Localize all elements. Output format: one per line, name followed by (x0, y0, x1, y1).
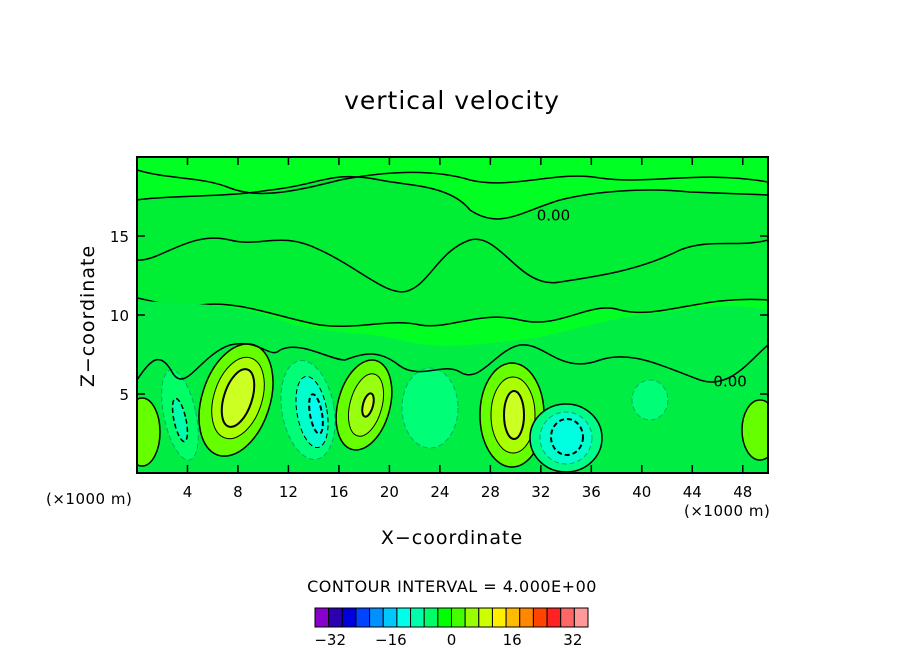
downdraft-contour (550, 418, 584, 456)
x-tick-label: 24 (430, 483, 449, 501)
updraft-contour (220, 368, 256, 428)
zero-contour (137, 169, 768, 195)
downdraft-contour (308, 393, 324, 435)
colorbar-swatch (314, 607, 330, 628)
colorbar-swatch (410, 607, 425, 628)
colorbar-swatch (464, 607, 480, 628)
x-tick-label: 32 (531, 483, 550, 501)
colorbar-swatch (505, 607, 521, 628)
x-axis-ticks: 4 8 12 16 20 24 28 32 36 40 44 48 (183, 157, 752, 501)
colorbar-tick-label: −16 (375, 631, 407, 649)
colorbar-swatch (573, 607, 589, 628)
y-unit-label: (×1000 m) (46, 490, 133, 508)
colorbar-swatch (341, 607, 357, 628)
y-tick-label: 15 (110, 228, 129, 246)
y-tick-label: 5 (119, 386, 129, 404)
x-tick-label: 12 (279, 483, 298, 501)
x-tick-label: 4 (183, 483, 193, 501)
contour-region (137, 175, 768, 328)
x-tick-label: 16 (329, 483, 348, 501)
colorbar-tick-label: −32 (314, 631, 346, 649)
colorbar-tick-label: 0 (447, 631, 457, 649)
x-tick-label: 48 (733, 483, 752, 501)
x-tick-label: 20 (380, 483, 399, 501)
downdraft-contour (401, 367, 459, 449)
colorbar: −32 −16 0 16 32 (314, 607, 589, 649)
updraft-contour (361, 392, 375, 418)
x-tick-label: 44 (683, 483, 702, 501)
colorbar-swatch (560, 607, 575, 628)
colorbar-swatch (396, 607, 412, 628)
chart-title: vertical velocity (344, 86, 560, 115)
downdraft-contour (171, 397, 189, 443)
downdraft-contour (631, 379, 669, 421)
colorbar-swatch (328, 607, 343, 628)
zero-contour (137, 237, 768, 293)
colorbar-swatch (491, 607, 507, 628)
x-tick-label: 8 (233, 483, 243, 501)
colorbar-swatch (546, 607, 562, 628)
contour-label: 0.00 (537, 206, 570, 224)
x-tick-label: 40 (632, 483, 651, 501)
colorbar-swatch (423, 607, 439, 628)
x-unit-label: (×1000 m) (684, 502, 771, 520)
colorbar-swatch (519, 607, 534, 628)
x-axis-label: X−coordinate (380, 527, 524, 549)
colorbar-tick-label: 32 (563, 631, 582, 649)
colorbar-swatch (437, 607, 453, 628)
colorbar-swatch (478, 607, 493, 628)
updraft-contour (741, 399, 768, 461)
colorbar-swatch (532, 607, 548, 628)
x-tick-label: 36 (582, 483, 601, 501)
contour-label: 0.00 (713, 372, 746, 390)
y-axis-ticks: 5 10 15 (110, 228, 768, 404)
zero-contour (137, 342, 768, 383)
colorbar-tick-label: 16 (503, 631, 522, 649)
contour-annotations: 0.00 0.00 (537, 206, 747, 390)
contour-field (137, 169, 768, 473)
updraft-contour (503, 390, 525, 440)
y-tick-label: 10 (110, 307, 129, 325)
colorbar-swatch (355, 607, 371, 628)
colorbar-swatch (382, 607, 398, 628)
updraft-contour (137, 397, 161, 467)
contour-interval-label: CONTOUR INTERVAL = 4.000E+00 (307, 577, 597, 596)
colorbar-swatch (369, 607, 384, 628)
x-tick-label: 28 (481, 483, 500, 501)
colorbar-swatch (451, 607, 466, 628)
